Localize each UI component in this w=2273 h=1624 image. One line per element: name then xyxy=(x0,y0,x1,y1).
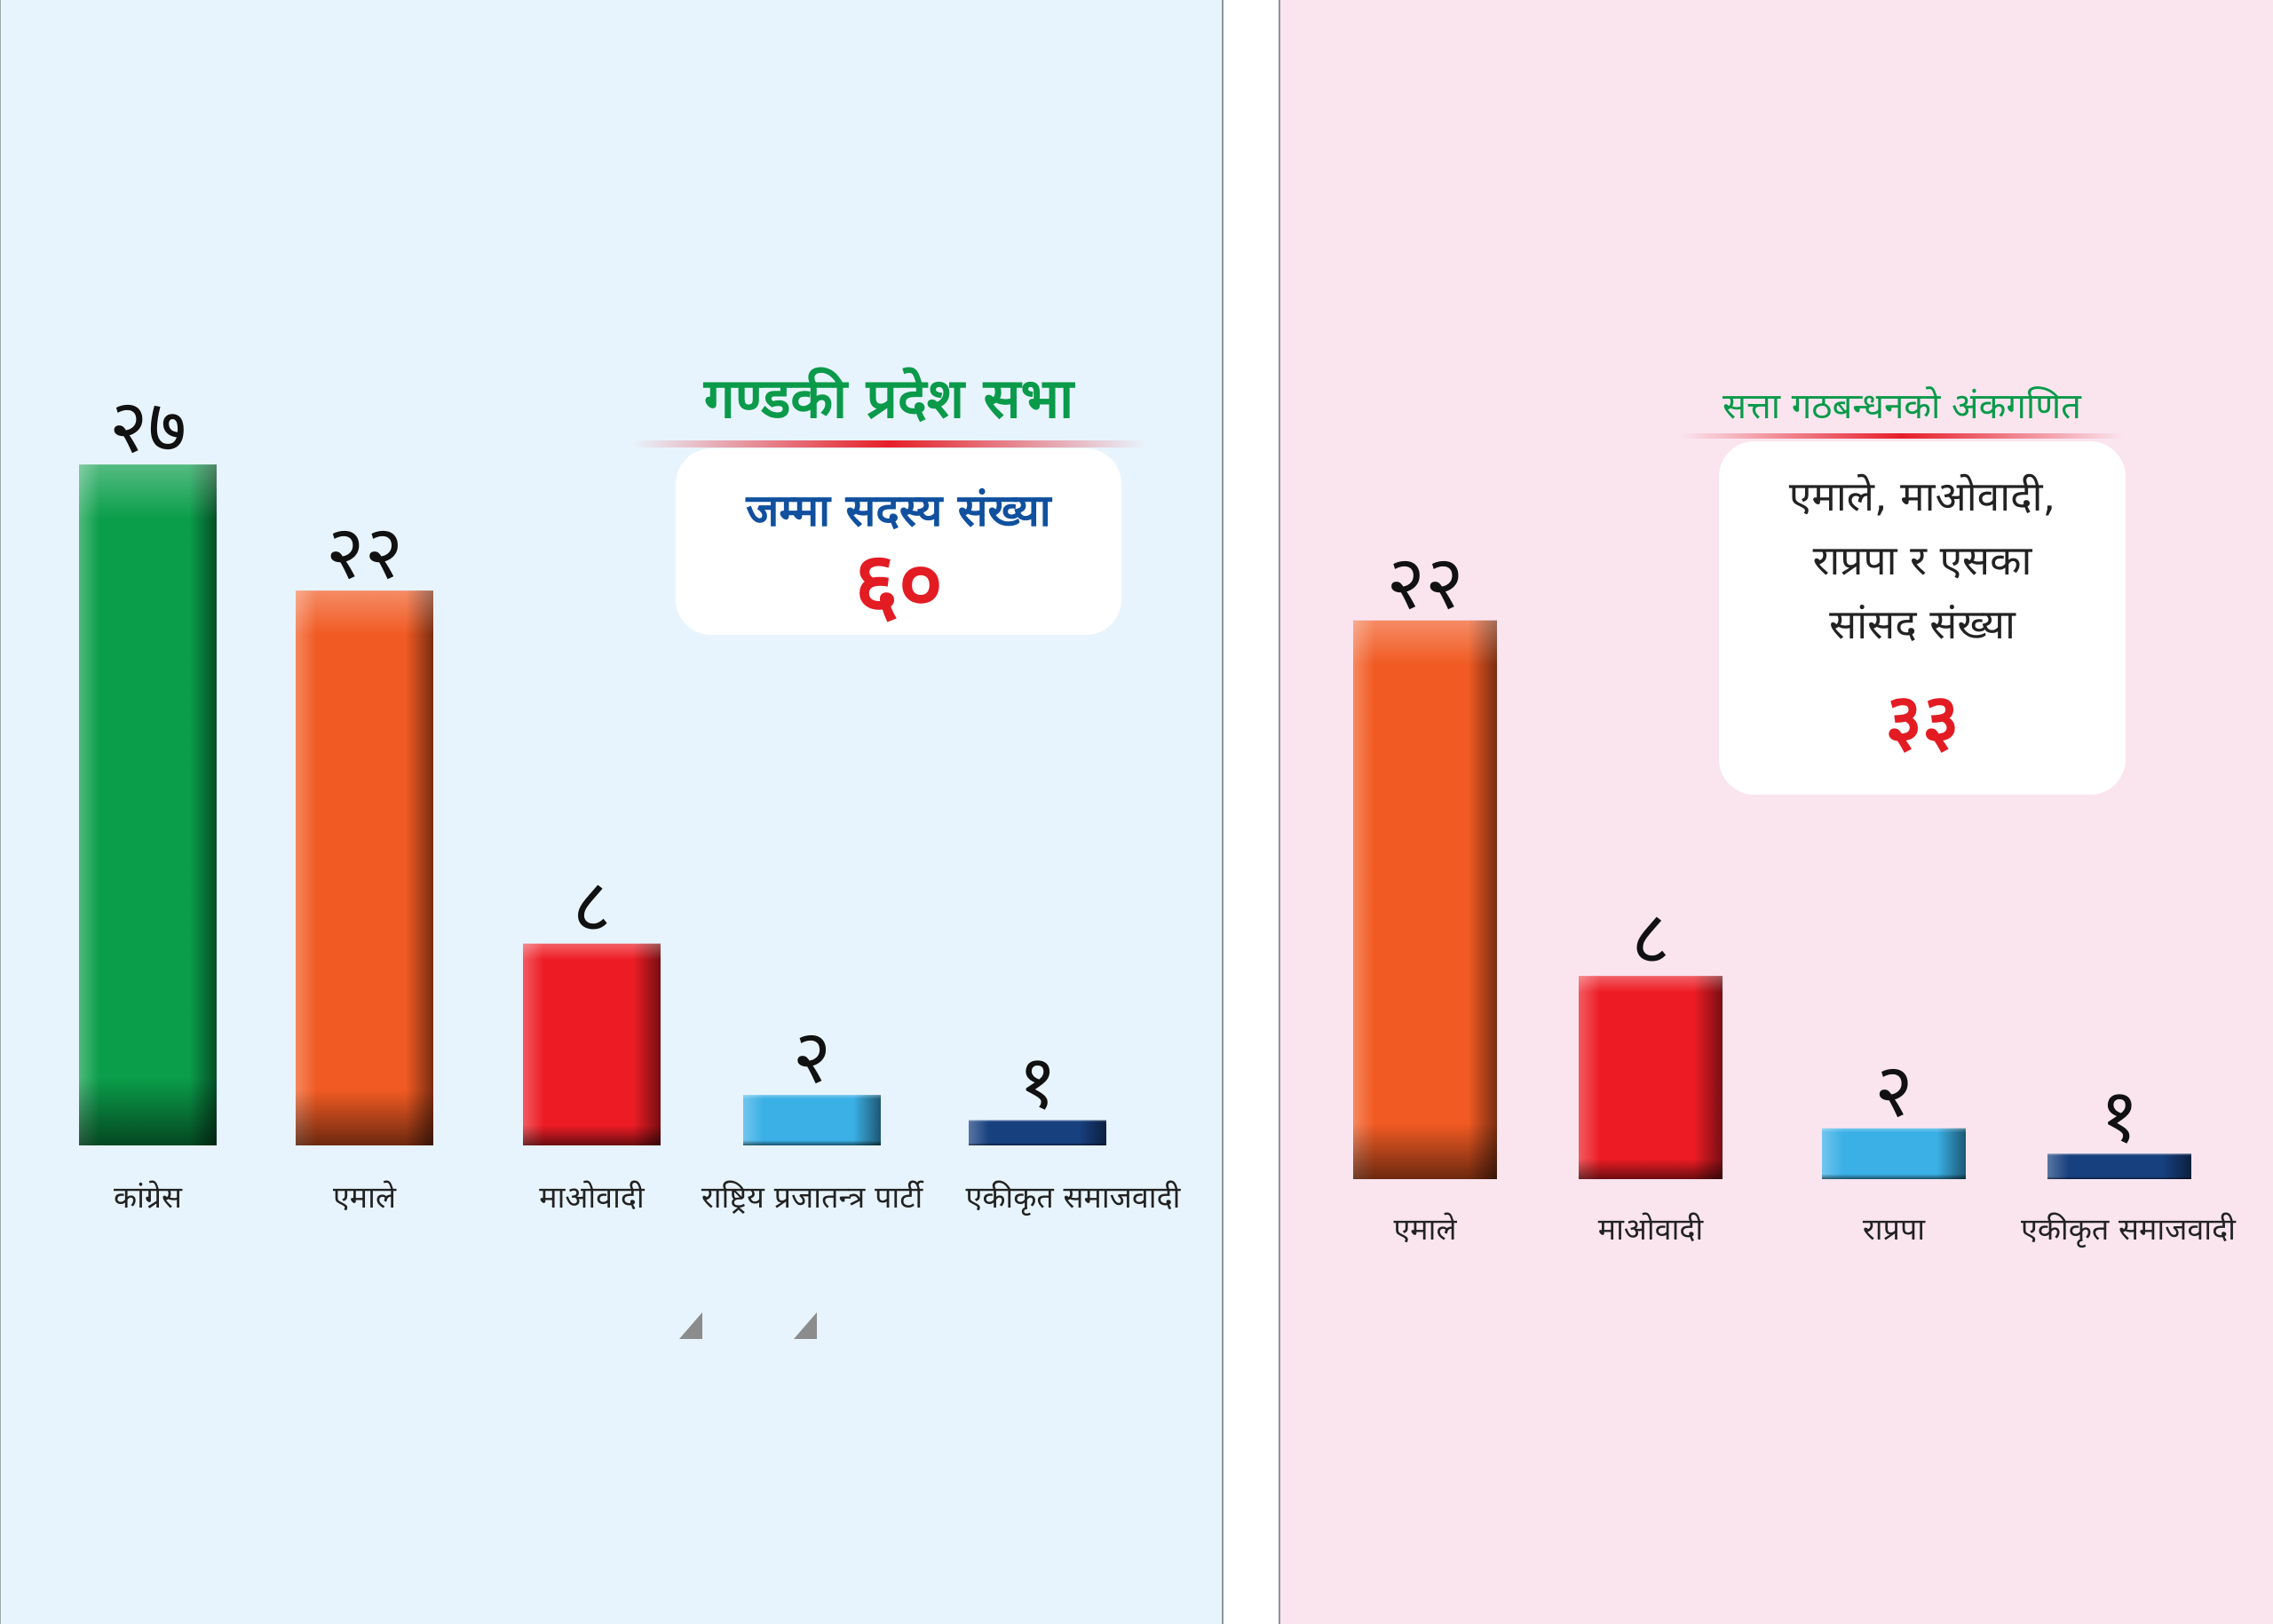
right-chart: २२ एमाले ८ माओवादी २ राप्रपा १ एकीकृत समाजवादी xyxy=(1353,539,2237,1248)
value-label: २२ xyxy=(326,509,403,596)
value-label: २ xyxy=(1874,1047,1913,1134)
category-label: एमाले xyxy=(1394,1212,1458,1248)
right-chart-title: सत्ता गठबन्धनको अंकगणित xyxy=(1723,386,2081,427)
left-chart: २७ कांग्रेस २२ एमाले ८ माओवादी २ राष्ट्रिय प्रज… xyxy=(79,383,1182,1216)
value-label: ८ xyxy=(1631,894,1670,981)
decorative-triangle xyxy=(679,1312,702,1339)
category-label: कांग्रेस xyxy=(114,1180,183,1216)
value-label: २७ xyxy=(109,383,186,470)
category-label: माओवादी xyxy=(1598,1212,1705,1248)
value-label: १ xyxy=(2100,1072,2139,1159)
right-title-divider xyxy=(1680,433,2124,439)
right-panel: २२ एमाले ८ माओवादी २ राप्रपा १ एकीकृत समाजवादी … xyxy=(1279,0,2273,1624)
left-total-box: जम्मा सदस्य संख्या ६० xyxy=(676,448,1121,635)
category-label: एकीकृत समाजवादी xyxy=(966,1180,1182,1216)
bar-shade xyxy=(969,1120,1106,1145)
right-coalition-box: एमाले, माओवादी, राप्रपा र एसका सांसद संख… xyxy=(1719,441,2126,795)
left-chart-title: गण्डकी प्रदेश सभा xyxy=(703,366,1074,431)
total-members-value: ६० xyxy=(854,534,943,633)
value-label: १ xyxy=(1018,1039,1057,1126)
category-label: राप्रपा xyxy=(1863,1212,1926,1248)
coalition-line: एमाले, माओवादी, xyxy=(1788,472,2056,520)
bar-shade xyxy=(523,943,661,1145)
value-label: ८ xyxy=(573,862,612,949)
bar-shade xyxy=(79,464,217,1145)
value-label: २ xyxy=(793,1013,832,1100)
category-label: राष्ट्रिय प्रजातन्त्र पार्टी xyxy=(701,1180,925,1216)
left-title-divider xyxy=(631,440,1146,448)
category-label: एमाले xyxy=(333,1180,397,1216)
bar-shade xyxy=(296,590,433,1145)
decorative-triangle xyxy=(794,1312,817,1339)
category-label: एकीकृत समाजवादी xyxy=(2021,1212,2237,1248)
bar-shade xyxy=(1353,620,1497,1179)
coalition-line: सांसद संख्या xyxy=(1829,600,2016,648)
category-label: माओवादी xyxy=(539,1180,645,1216)
bar-shade xyxy=(1579,976,1723,1179)
left-panel: २७ कांग्रेस २२ एमाले ८ माओवादी २ राष्ट्रिय प्रज… xyxy=(0,0,1224,1624)
total-members-label: जम्मा सदस्य संख्या xyxy=(746,485,1051,536)
coalition-total-value: ३३ xyxy=(1885,678,1960,761)
value-label: २२ xyxy=(1386,539,1463,626)
bar-shade xyxy=(1822,1128,1966,1179)
coalition-line: राप्रपा र एसका xyxy=(1812,536,2032,584)
bar-shade xyxy=(743,1095,881,1145)
bar-shade xyxy=(2047,1153,2191,1179)
